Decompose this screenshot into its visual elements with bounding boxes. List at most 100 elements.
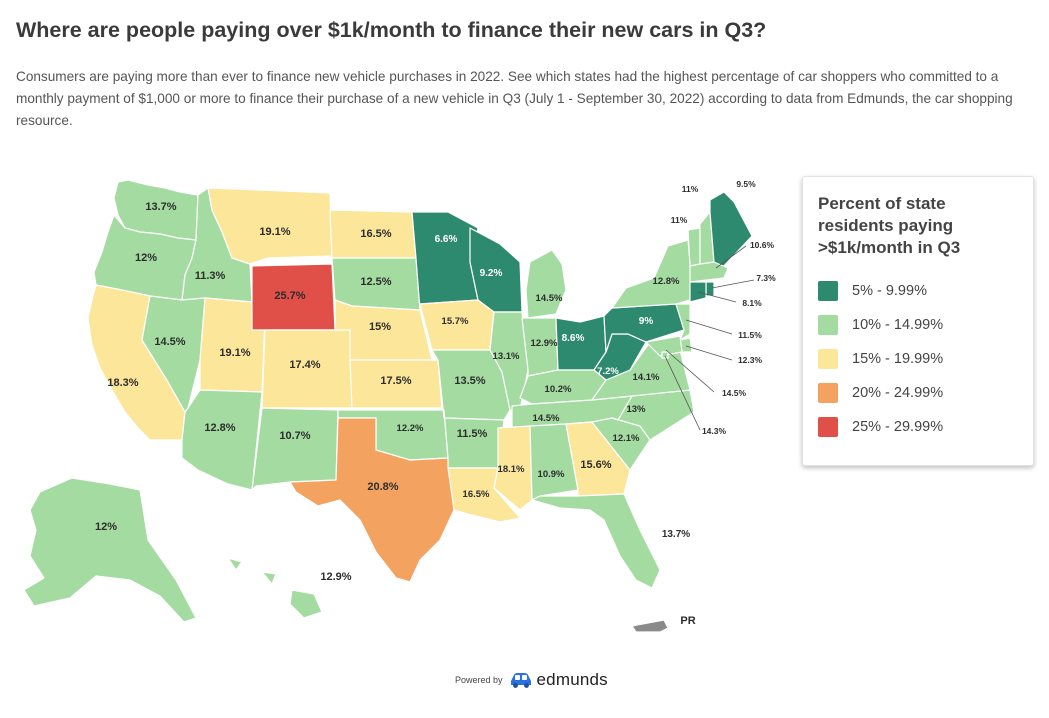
state-NY[interactable] — [611, 239, 693, 309]
legend-label: 10% - 14.99% — [852, 317, 944, 333]
state-NJ[interactable] — [675, 303, 691, 341]
state-label-KY: 10.2% — [545, 384, 572, 395]
state-NM[interactable] — [251, 407, 339, 491]
page-description: Consumers are paying more than ever to f… — [16, 69, 1013, 128]
state-label-UT: 19.1% — [219, 347, 250, 359]
state-label-LA: 16.5% — [463, 489, 490, 500]
legend-label: 25% - 29.99% — [852, 419, 944, 435]
state-label-MD: 14.5% — [722, 388, 747, 398]
leader-line-CT — [697, 291, 737, 303]
state-label-MS: 18.1% — [498, 464, 525, 475]
state-label-PR: PR — [680, 615, 695, 627]
legend-item-20-25: 20% - 24.99% — [818, 383, 943, 403]
state-label-MO: 13.5% — [454, 375, 485, 387]
state-label-WI: 9.2% — [480, 268, 503, 279]
state-label-VA: 14.1% — [633, 372, 660, 383]
legend-swatch — [818, 315, 838, 335]
legend-item-10-15: 10% - 14.99% — [818, 315, 943, 335]
state-TX[interactable] — [289, 417, 455, 583]
leader-line-NJ — [685, 319, 733, 335]
state-label-TN: 14.5% — [533, 413, 560, 424]
state-KS[interactable] — [349, 359, 443, 409]
state-label-MI: 14.5% — [536, 293, 563, 304]
leader-line-MD — [665, 349, 715, 393]
state-AK[interactable] — [23, 477, 197, 623]
state-label-IL: 13.1% — [493, 351, 520, 362]
state-label-AR: 11.5% — [457, 428, 488, 440]
state-AZ[interactable] — [181, 389, 263, 491]
state-label-CT: 8.1% — [742, 298, 762, 308]
state-label-OH: 8.6% — [562, 333, 585, 344]
state-VT[interactable] — [687, 227, 701, 267]
state-MN[interactable] — [411, 211, 479, 311]
state-label-IN: 12.9% — [531, 338, 558, 349]
state-label-CA: 18.3% — [107, 377, 138, 389]
state-label-NC: 13% — [626, 404, 646, 415]
legend-label: 15% - 19.99% — [852, 351, 944, 367]
car-icon — [510, 673, 531, 688]
state-label-AL: 10.9% — [538, 469, 565, 480]
page-title: Where are people paying over $1k/month t… — [16, 18, 767, 42]
state-label-KS: 17.5% — [380, 375, 411, 387]
state-label-SC: 12.1% — [613, 433, 640, 444]
state-label-DC: 14.3% — [702, 426, 727, 436]
state-label-ME: 9.5% — [736, 179, 756, 189]
state-AL[interactable] — [529, 423, 579, 501]
state-label-NJ: 11.5% — [738, 330, 762, 340]
state-label-MN: 6.6% — [435, 234, 458, 245]
state-RI[interactable] — [705, 281, 715, 297]
state-label-OR: 12% — [135, 252, 157, 264]
legend-swatch — [818, 281, 838, 301]
leader-line-DC — [664, 355, 701, 431]
state-label-CO: 17.4% — [289, 359, 320, 371]
state-label-IA: 15.7% — [442, 316, 469, 327]
state-ME[interactable] — [709, 191, 753, 269]
state-label-WA: 13.7% — [145, 201, 176, 213]
state-label-NE: 15% — [369, 321, 391, 333]
state-MT[interactable] — [207, 187, 333, 265]
state-label-DE: 12.3% — [738, 355, 763, 365]
legend-swatch — [818, 383, 838, 403]
state-label-RI: 7.3% — [756, 273, 776, 283]
state-label-NV: 14.5% — [154, 336, 185, 348]
state-MA[interactable] — [689, 261, 729, 283]
state-label-OK: 12.2% — [397, 423, 424, 434]
state-MI[interactable] — [525, 249, 567, 319]
leader-line-RI — [711, 279, 755, 289]
state-label-ND: 16.5% — [360, 228, 391, 240]
legend-title: Percent of state residents paying >$1k/m… — [818, 194, 961, 257]
state-label-GA: 15.6% — [580, 459, 611, 471]
legend-label: 20% - 24.99% — [852, 385, 944, 401]
state-label-FL: 13.7% — [662, 529, 690, 540]
us-choropleth-map: 13.7% 12% 18.3% 11.3% 14.5% 19.1% 12.8% … — [23, 179, 776, 633]
legend-swatch — [818, 349, 838, 369]
legend-item-25-30: 25% - 29.99% — [818, 417, 943, 437]
state-label-AZ: 12.8% — [204, 422, 235, 434]
state-label-PA: 9% — [639, 316, 654, 327]
legend-swatch — [818, 417, 838, 437]
leader-line-DE — [685, 345, 733, 361]
edmunds-logo-text: edmunds — [536, 670, 608, 689]
legend-item-15-20: 15% - 19.99% — [818, 349, 943, 369]
state-label-VT: 11% — [682, 184, 699, 194]
state-label-SD: 12.5% — [360, 276, 391, 288]
state-label-AK: 12% — [95, 521, 117, 533]
state-PR[interactable] — [631, 619, 669, 633]
state-label-NY: 12.8% — [653, 276, 680, 287]
state-FL[interactable] — [531, 493, 661, 589]
leader-line-MA — [715, 245, 747, 269]
state-DC[interactable] — [661, 351, 669, 359]
state-label-HI: 12.9% — [320, 571, 351, 583]
state-label-WY: 25.7% — [274, 290, 305, 302]
powered-by-footer[interactable]: Powered by edmunds — [455, 668, 608, 692]
state-HI[interactable] — [227, 557, 323, 619]
powered-by-text: Powered by — [455, 675, 503, 685]
legend-label: 5% - 9.99% — [852, 283, 927, 299]
state-label-ID: 11.3% — [195, 270, 226, 282]
state-label-NM: 10.7% — [279, 430, 310, 442]
state-label-MA: 10.6% — [750, 240, 775, 250]
map-legend: Percent of state residents paying >$1k/m… — [802, 176, 1034, 466]
state-label-NH: 11% — [671, 215, 688, 225]
state-label-TX: 20.8% — [367, 481, 398, 493]
legend-item-5-10: 5% - 9.99% — [818, 281, 927, 301]
